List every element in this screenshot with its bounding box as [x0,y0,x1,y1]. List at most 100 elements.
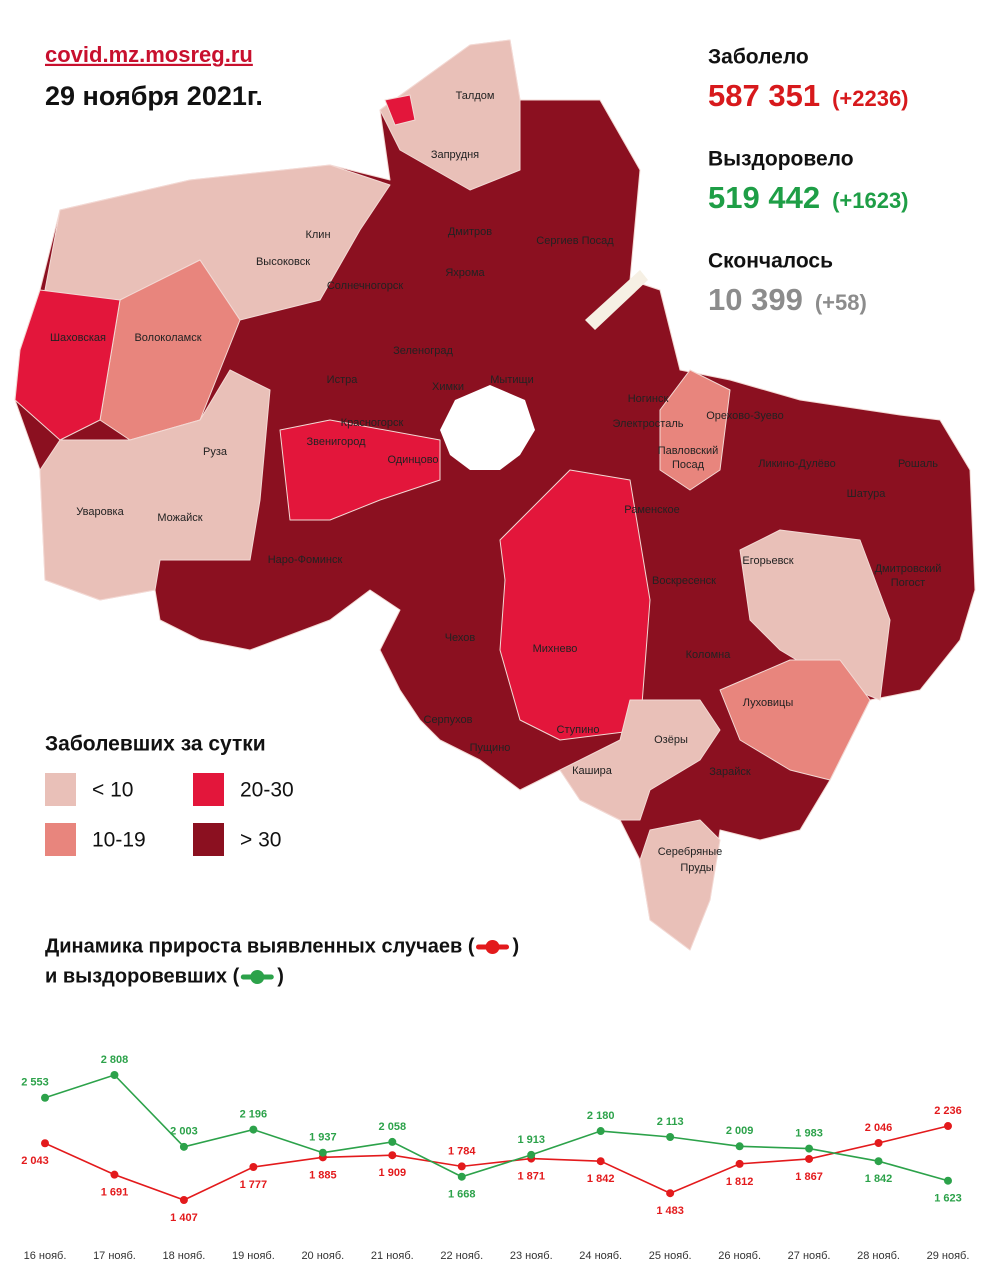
stat-value: 587 351 [708,78,820,113]
x-tick-label: 29 нояб. [927,1250,970,1262]
chart-title-line: и выздоровевших ( [45,965,240,987]
data-point [249,1125,258,1134]
region-medium [659,369,731,491]
x-tick-label: 21 нояб. [371,1250,414,1262]
data-label: 2 196 [240,1109,268,1121]
data-label: 2 236 [934,1105,962,1117]
legend-label: 10-19 [92,829,146,852]
region-red [279,419,441,521]
stat-delta: (+58) [815,290,867,315]
map-label: Серебряные [658,846,723,858]
map-label: Коломна [686,649,732,661]
data-point [179,1196,188,1204]
x-tick-label: 23 нояб. [510,1250,553,1262]
data-point [666,1133,675,1142]
stat-delta: (+1623) [832,188,908,213]
data-label: 1 871 [517,1171,545,1183]
legend-label: < 10 [92,779,133,802]
legend: < 10 10-19 20-30 > 30 [45,773,294,856]
map-label: Шатура [847,488,887,500]
site-link[interactable]: covid.mz.mosreg.ru [45,42,253,67]
legend-label: > 30 [240,829,281,852]
x-tick-label: 28 нояб. [857,1250,900,1262]
data-point [596,1127,605,1136]
legend-icon-dot [250,970,265,984]
map-label: Руза [203,446,228,458]
map-label: Звенигород [306,436,366,448]
data-label: 2 180 [587,1110,615,1122]
stat-value: 10 399 [708,282,803,317]
map-label: Мытищи [490,374,533,386]
map-label: Сергиев Посад [536,235,614,247]
data-label: 1 842 [587,1173,615,1185]
map-label: Клин [305,229,330,241]
data-point [110,1170,119,1179]
map-label: Орехово-Зуево [706,410,784,422]
data-point [457,1172,466,1181]
map-label: Павловский [658,445,719,457]
map-label: Талдом [456,90,495,102]
map-label: Одинцово [387,454,438,466]
map-label: Раменское [624,504,680,516]
data-label: 2 003 [170,1126,198,1138]
map-label: Можайск [157,512,202,524]
map-label: Электросталь [613,418,684,430]
map-label: Луховицы [743,697,794,709]
data-label: 1 777 [240,1179,268,1191]
map-label: Запрудня [431,149,479,161]
data-point [596,1157,605,1166]
map-label: Чехов [445,632,476,644]
data-point [805,1144,814,1153]
data-label: 2 046 [865,1122,893,1134]
data-point [41,1139,49,1148]
data-label: 1 885 [309,1169,337,1181]
map-label: Погост [891,577,925,589]
data-point [735,1159,744,1168]
chart-title-line: Динамика прироста выявленных случаев ( [45,935,475,957]
data-label: 1 812 [726,1176,754,1188]
map-label: Волоколамск [134,332,201,344]
x-tick-label: 25 нояб. [649,1250,692,1262]
data-point [944,1122,952,1131]
data-label: 1 867 [795,1171,823,1183]
map-label: Егорьевск [742,555,793,567]
region-light [639,819,721,951]
map-label: Шаховская [50,332,106,344]
region-light [379,39,521,191]
x-tick-label: 22 нояб. [440,1250,483,1262]
legend-swatch [193,773,224,806]
region-light [39,369,271,601]
stat-label: Заболело [708,46,809,69]
region-medium [99,259,241,441]
series-line [44,1125,949,1201]
stat-value: 519 442 [708,180,820,215]
data-label: 1 623 [934,1193,962,1205]
stat-label: Скончалось [708,250,833,273]
data-point [666,1189,675,1198]
data-label: 1 937 [309,1132,337,1144]
map-label: Посад [672,459,705,471]
map-label: Михнево [533,643,578,655]
legend-swatch [193,823,224,856]
date: 29 ноября 2021г. [45,81,263,111]
map-label: Уваровка [76,506,124,518]
region-red [384,94,416,126]
x-tick-label: 18 нояб. [163,1250,206,1262]
data-label: 1 483 [656,1205,684,1217]
map-label: Ногинск [628,393,669,405]
data-point [318,1148,327,1157]
data-label: 2 043 [21,1155,49,1167]
data-label: 2 808 [101,1054,129,1066]
data-label: 1 913 [517,1134,545,1146]
chart-title-bracket: ) [513,935,520,957]
stat-label: Выздоровело [708,148,854,171]
x-tick-label: 24 нояб. [579,1250,622,1262]
map-label: Серпухов [424,714,473,726]
map-label: Зеленоград [393,345,453,357]
legend-swatch [45,823,76,856]
data-label: 1 842 [865,1173,893,1185]
data-point [874,1138,883,1147]
x-tick-label: 16 нояб. [24,1250,67,1262]
